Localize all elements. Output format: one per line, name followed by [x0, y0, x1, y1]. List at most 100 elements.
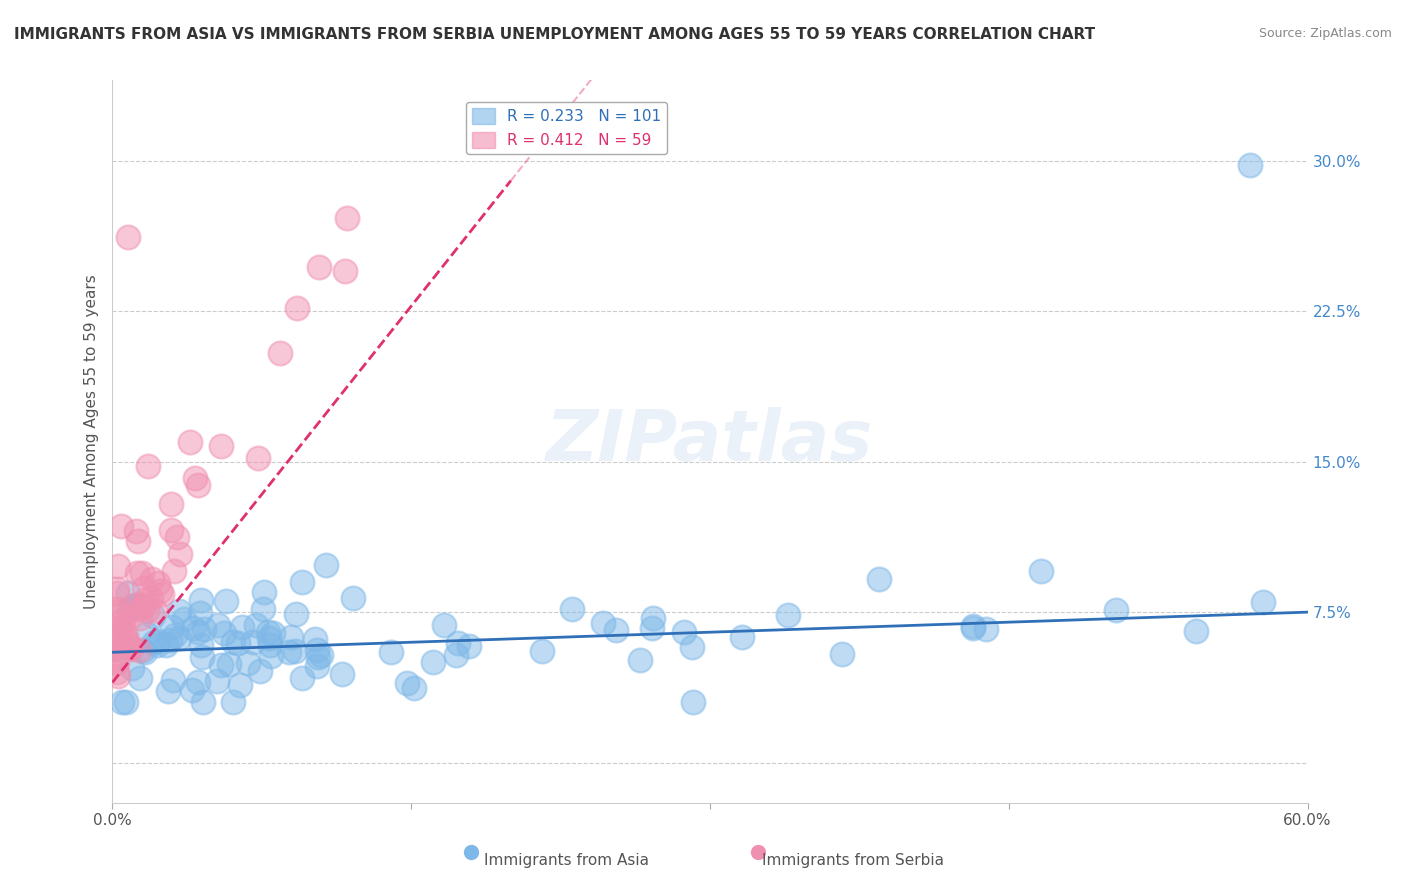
Point: [120, 641, 142, 656]
Point: [125, 524, 148, 538]
Point: [169, 604, 191, 618]
Point: [628, 653, 651, 667]
Point: [284, 644, 307, 658]
Point: [682, 696, 704, 710]
Point: [111, 696, 134, 710]
Point: [141, 572, 163, 586]
Point: [139, 591, 162, 606]
Point: [253, 584, 276, 599]
Point: [315, 558, 337, 573]
Point: [155, 638, 177, 652]
Point: [259, 638, 281, 652]
Point: [605, 623, 627, 637]
Point: [150, 587, 173, 601]
Point: [190, 638, 212, 652]
Point: [148, 633, 170, 648]
Point: [129, 611, 152, 625]
Point: [136, 591, 159, 606]
Point: [242, 635, 264, 649]
Point: [163, 564, 186, 578]
Point: [143, 603, 166, 617]
Point: [257, 624, 280, 639]
Point: [291, 574, 314, 589]
Point: [229, 678, 252, 692]
Point: [641, 621, 664, 635]
Point: [974, 622, 997, 636]
Point: [127, 602, 149, 616]
Point: [132, 643, 155, 657]
Point: [142, 635, 165, 649]
Point: [285, 301, 308, 315]
Point: [107, 632, 129, 647]
Point: [304, 632, 326, 646]
Point: [962, 619, 984, 633]
Point: [103, 642, 125, 657]
Point: [122, 599, 145, 613]
Point: [118, 641, 141, 656]
Point: [131, 566, 153, 581]
Point: [107, 640, 129, 654]
Point: [335, 264, 357, 278]
Point: [868, 573, 890, 587]
Point: [135, 627, 157, 641]
Point: [149, 584, 172, 599]
Point: [146, 639, 169, 653]
Point: [160, 497, 183, 511]
Point: [117, 603, 139, 617]
Text: IMMIGRANTS FROM ASIA VS IMMIGRANTS FROM SERBIA UNEMPLOYMENT AMONG AGES 55 TO 59 : IMMIGRANTS FROM ASIA VS IMMIGRANTS FROM …: [14, 27, 1095, 42]
Text: Source: ZipAtlas.com: Source: ZipAtlas.com: [1258, 27, 1392, 40]
Point: [135, 603, 157, 617]
Point: [179, 434, 201, 449]
Point: [187, 625, 209, 640]
Point: [260, 648, 283, 663]
Point: [191, 649, 214, 664]
Point: [108, 604, 131, 618]
Point: [236, 656, 259, 670]
Point: [191, 696, 214, 710]
Point: [104, 641, 127, 656]
Text: Immigrants from Serbia: Immigrants from Serbia: [762, 854, 945, 869]
Point: [105, 629, 128, 643]
Point: [330, 666, 353, 681]
Point: [160, 620, 183, 634]
Point: [643, 611, 665, 625]
Y-axis label: Unemployment Among Ages 55 to 59 years: Unemployment Among Ages 55 to 59 years: [83, 274, 98, 609]
Point: [207, 618, 229, 632]
Point: [280, 630, 302, 644]
Point: [226, 636, 249, 650]
Point: [309, 648, 332, 663]
Point: [269, 345, 291, 359]
Point: [138, 458, 160, 473]
Point: [308, 260, 330, 274]
Point: [291, 671, 314, 685]
Point: [108, 624, 131, 639]
Point: [530, 644, 553, 658]
Point: [249, 664, 271, 678]
Point: [672, 624, 695, 639]
Point: [307, 643, 329, 657]
Point: [169, 631, 191, 645]
Point: [105, 582, 128, 596]
Point: [107, 607, 129, 622]
Point: [114, 632, 136, 647]
Point: [247, 450, 270, 465]
Point: [257, 632, 280, 646]
Point: [129, 671, 152, 685]
Point: [262, 626, 284, 640]
Point: [110, 614, 132, 628]
Point: [1239, 158, 1261, 172]
Point: [561, 602, 583, 616]
Point: [134, 581, 156, 595]
Point: [731, 630, 754, 644]
Point: [105, 586, 128, 600]
Point: [107, 669, 129, 683]
Point: [128, 599, 150, 613]
Point: [183, 621, 205, 635]
Point: [156, 684, 179, 698]
Point: [118, 609, 141, 624]
Point: [285, 607, 308, 621]
Point: [1253, 595, 1275, 609]
Point: [128, 643, 150, 657]
Point: [187, 675, 209, 690]
Point: [458, 639, 481, 653]
